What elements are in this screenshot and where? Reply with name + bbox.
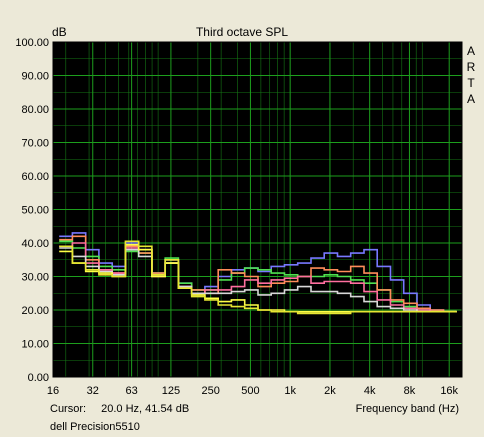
- x-axis-label: Frequency band (Hz): [355, 403, 459, 415]
- watermark-letter: A: [466, 44, 475, 58]
- y-tick-label: 100.00: [15, 37, 49, 49]
- x-tick-label: 1k: [284, 385, 296, 397]
- cursor-value: 20.0 Hz, 41.54 dB: [101, 403, 190, 415]
- x-tick-label: 2k: [324, 385, 336, 397]
- y-tick-label: 30.00: [21, 272, 49, 284]
- watermark-letter: R: [466, 60, 476, 74]
- y-tick-label: 0.00: [28, 372, 49, 384]
- y-tick-label: 20.00: [21, 305, 49, 317]
- x-tick-label: 500: [241, 385, 259, 397]
- series-line-7: [59, 240, 457, 315]
- x-tick-label: 16k: [440, 385, 458, 397]
- x-tick-label: 63: [125, 385, 137, 397]
- watermark-letter: A: [466, 92, 475, 106]
- y-tick-label: 80.00: [21, 104, 49, 116]
- device-name: dell Precision5510: [50, 421, 140, 433]
- x-tick-label: 32: [87, 385, 99, 397]
- cursor-readout: Cursor: 20.0 Hz, 41.54 dB: [50, 403, 189, 415]
- y-tick-label: 40.00: [21, 238, 49, 250]
- watermark-letter: T: [467, 76, 475, 90]
- y-axis-label: dB: [52, 25, 67, 39]
- y-tick-label: 90.00: [21, 71, 49, 83]
- y-tick-label: 50.00: [21, 205, 49, 217]
- x-tick-label: 4k: [364, 385, 376, 397]
- y-tick-label: 10.00: [21, 339, 49, 351]
- x-tick-label: 125: [162, 385, 180, 397]
- x-tick-label: 250: [201, 385, 219, 397]
- cursor-label: Cursor:: [50, 403, 87, 415]
- chart-title: Third octave SPL: [195, 25, 289, 39]
- x-tick-label: 8k: [404, 385, 416, 397]
- plot-border: [52, 41, 463, 378]
- x-tick-label: 16: [47, 385, 59, 397]
- y-tick-label: 70.00: [21, 138, 49, 150]
- y-tick-label: 60.00: [21, 171, 49, 183]
